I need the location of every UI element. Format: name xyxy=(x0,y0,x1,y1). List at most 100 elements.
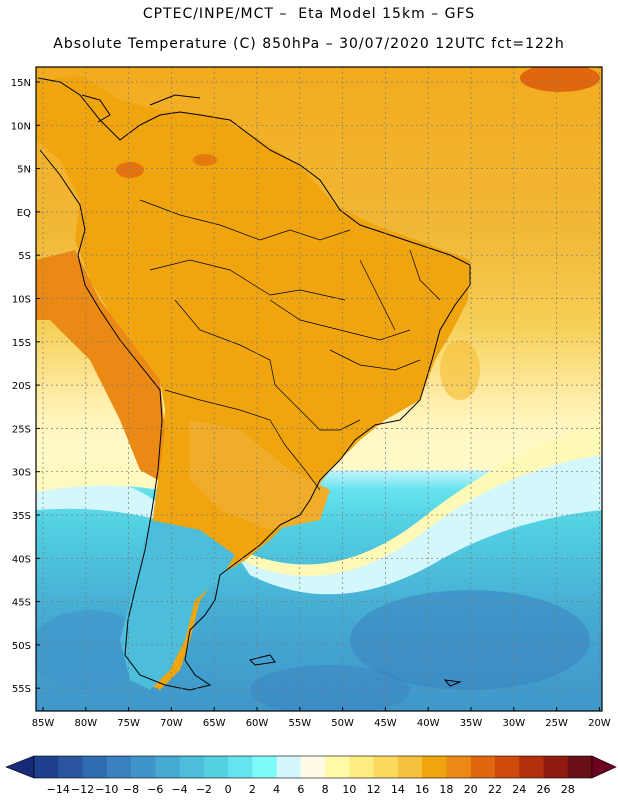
colorbar-label: −2 xyxy=(196,783,212,796)
longitude-label: 75W xyxy=(117,718,140,729)
colorbar-swatch xyxy=(349,756,375,778)
border-states-3 xyxy=(359,259,396,331)
colorbar-labels: −14 −12 −10 −8 −6 −4 −2 0 2 4 6 8 10 12 14 16 18 20 22 24 26… xyxy=(47,783,575,796)
yellow-band-east xyxy=(240,420,602,577)
colorbar-label: 12 xyxy=(367,783,381,796)
colorbar-swatch xyxy=(325,756,350,778)
longitude-labels: 85W 80W 75W 70W 65W 60W 55W 50W 45W 40W 35W 30W 25W 2… xyxy=(32,718,611,729)
border-amazon xyxy=(149,259,346,301)
la-plata-warm-area xyxy=(190,420,330,530)
latitude-label: 15N xyxy=(11,78,31,89)
border-states-4 xyxy=(409,249,441,301)
colorbar-swatch xyxy=(58,756,84,778)
border-south-brazil xyxy=(299,409,361,431)
colorbar-swatch xyxy=(228,756,253,778)
colorbar-swatch xyxy=(470,756,496,778)
colorbar-swatch xyxy=(373,756,399,778)
warm-coastal-band xyxy=(36,250,165,480)
colorbar-swatch xyxy=(397,756,423,778)
colorbar-label: 2 xyxy=(249,783,256,796)
colorbar-label: 20 xyxy=(464,783,478,796)
colorbar-label: −4 xyxy=(171,783,187,796)
cold-patch-3 xyxy=(36,610,150,690)
latitude-label: 30S xyxy=(12,468,31,479)
longitude-label: 55W xyxy=(288,718,311,729)
colorbar-swatch xyxy=(82,756,108,778)
border-states-1 xyxy=(269,299,411,341)
border-north xyxy=(139,199,351,241)
falkland-islands xyxy=(249,654,276,666)
graticule xyxy=(36,67,602,711)
colorbar-label: −10 xyxy=(95,783,118,796)
colorbar-label: 24 xyxy=(512,783,526,796)
longitude-label: 25W xyxy=(545,718,568,729)
patagonia-cold-area xyxy=(120,520,235,690)
longitude-label: 85W xyxy=(32,718,55,729)
coastal-cool-area xyxy=(440,340,480,400)
latitude-label: 40S xyxy=(12,554,31,565)
yellow-band-west xyxy=(36,462,160,492)
cold-patch-2 xyxy=(250,665,410,711)
colorbar-label: −12 xyxy=(71,783,94,796)
colorbar-over-arrow xyxy=(591,755,617,779)
longitude-label: 65W xyxy=(203,718,226,729)
latitude-label: 15S xyxy=(12,338,31,349)
colorbar-swatch xyxy=(276,756,302,778)
latitude-label: 55S xyxy=(12,684,31,695)
colorbar-swatch xyxy=(422,756,447,778)
longitude-label: 60W xyxy=(246,718,269,729)
colorbar-outline xyxy=(33,755,593,779)
colorbar-label: 6 xyxy=(297,783,304,796)
latitude-label: EQ xyxy=(17,208,31,219)
colorbar-label: 14 xyxy=(391,783,405,796)
title-line-2: Absolute Temperature (C) 850hPa – 30/07/… xyxy=(53,36,565,52)
colorbar-swatch xyxy=(543,756,569,778)
colorbar-label: 26 xyxy=(536,783,550,796)
longitude-label: 20W xyxy=(588,718,611,729)
transition-band-west xyxy=(36,477,160,520)
longitude-label: 80W xyxy=(74,718,97,729)
longitude-label: 30W xyxy=(502,718,525,729)
south-georgia xyxy=(443,679,462,687)
colorbar-swatch xyxy=(155,756,181,778)
colorbar-label: −6 xyxy=(147,783,163,796)
colorbar-label: 0 xyxy=(225,783,232,796)
latitude-labels: 15N 10N 5N EQ 5S 10S 15S 20S 25S 30S 35S 40S 45S 50S 5… xyxy=(11,78,31,695)
field-layer xyxy=(36,67,602,711)
colorbar-label: 10 xyxy=(342,783,356,796)
latitude-label: 10N xyxy=(11,121,31,132)
latitude-label: 20S xyxy=(12,381,31,392)
colorbar-swatch xyxy=(106,756,132,778)
title-line-1: CPTEC/INPE/MCT – Eta Model 15km – GFS xyxy=(142,6,476,22)
latitude-label: 10S xyxy=(12,295,31,306)
border-bolivia xyxy=(174,299,301,411)
colorbar-swatch xyxy=(131,756,156,778)
border-paraguay xyxy=(164,389,321,491)
latitude-label: 45S xyxy=(12,598,31,609)
map-frame xyxy=(35,66,603,712)
colorbar-label: 4 xyxy=(273,783,280,796)
colorbar-label: 22 xyxy=(488,783,502,796)
latitude-label: 35S xyxy=(12,511,31,522)
colorbar-label: 18 xyxy=(439,783,453,796)
hot-spot-ne xyxy=(520,67,600,92)
latitude-label: 50S xyxy=(12,641,31,652)
colorbar-swatch xyxy=(34,756,59,778)
colorbar-swatch xyxy=(252,756,278,778)
colorbar xyxy=(5,755,617,779)
hot-spot-venezuela xyxy=(193,154,217,166)
cold-patch-1 xyxy=(350,590,590,690)
colorbar-swatch xyxy=(300,756,326,778)
coastline-caribbean xyxy=(149,94,201,106)
hot-spot-andes-north xyxy=(116,162,144,178)
colorbar-label: 8 xyxy=(322,783,329,796)
longitude-label: 40W xyxy=(417,718,440,729)
longitude-label: 35W xyxy=(460,718,483,729)
longitude-label: 50W xyxy=(331,718,354,729)
colorbar-swatch xyxy=(446,756,472,778)
colorbar-label: −8 xyxy=(123,783,139,796)
colorbar-label: −14 xyxy=(47,783,70,796)
colorbar-swatch xyxy=(494,756,520,778)
colorbar-label: 28 xyxy=(561,783,575,796)
